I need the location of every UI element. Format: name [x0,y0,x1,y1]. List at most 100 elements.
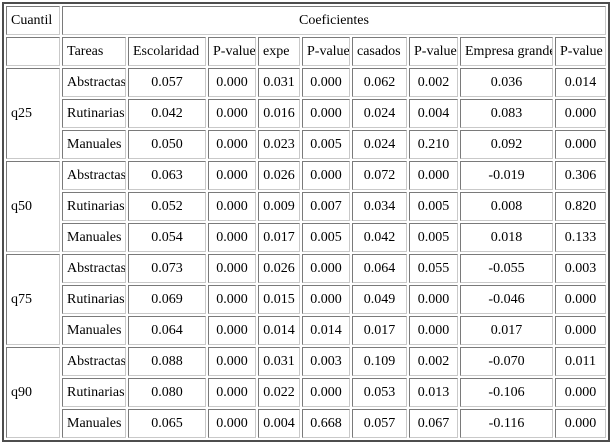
value-cell: 0.668 [302,409,350,438]
value-cell: 0.069 [128,285,206,314]
table-row: q75 Abstractas 0.073 0.000 0.026 0.000 0.064 0.… [6,254,606,345]
value-cell: 0.057 [352,409,407,438]
value-cell: 0.000 [555,130,606,159]
value-cell: 0.023 [258,130,300,159]
value-cell: 0.000 [555,99,606,128]
value-cell: 0.000 [208,161,256,190]
value-cell: 0.007 [302,192,350,221]
value-cell: 0.042 [352,223,407,252]
value-cell: 0.109 [352,347,407,376]
value-cell: 0.017 [352,316,407,345]
task-label: Rutinarias [62,192,126,221]
column-header-escolaridad: Escolaridad [128,37,206,66]
value-cell: 0.000 [208,347,256,376]
blank-header-cell [6,37,60,66]
table-row: Manuales 0.054 0.000 0.017 0.005 0.042 0.005 0.… [6,223,606,252]
column-header-pvalue-1: P-value [208,37,256,66]
value-cell: 0.820 [555,192,606,221]
value-cell: 0.055 [409,254,458,283]
value-cell: 0.065 [128,409,206,438]
value-cell: 0.026 [258,161,300,190]
table-row: Manuales 0.065 0.000 0.004 0.668 0.057 0.067 -0… [6,409,606,438]
value-cell: 0.005 [302,223,350,252]
task-label: Abstractas [62,161,126,190]
value-cell: 0.000 [302,68,350,97]
value-cell: 0.000 [555,409,606,438]
value-cell: 0.002 [409,68,458,97]
value-cell: 0.000 [208,316,256,345]
table-row: q50 Abstractas 0.063 0.000 0.026 0.000 0.072 0.… [6,161,606,252]
value-cell: 0.073 [128,254,206,283]
table-row: q25 Abstractas 0.057 0.000 0.031 0.000 0.062 0.… [6,68,606,159]
column-header-pvalue-2: P-value [302,37,350,66]
value-cell: 0.009 [258,192,300,221]
table-row: Manuales 0.050 0.000 0.023 0.005 0.024 0.210 0.… [6,130,606,159]
value-cell: 0.000 [302,161,350,190]
table-row: Rutinarias 0.052 0.000 0.009 0.007 0.034 0.005… [6,192,606,221]
value-cell: 0.050 [128,130,206,159]
task-label: Manuales [62,223,126,252]
value-cell: 0.000 [409,161,458,190]
value-cell: 0.017 [258,223,300,252]
value-cell: 0.016 [258,99,300,128]
value-cell: 0.004 [409,99,458,128]
value-cell: 0.133 [555,223,606,252]
value-cell: 0.062 [352,68,407,97]
value-cell: 0.000 [302,254,350,283]
header-row-2: Tareas Escolaridad P-value expe P-value … [6,37,606,66]
task-label: Rutinarias [62,378,126,407]
value-cell: 0.002 [409,347,458,376]
column-header-casados: casados [352,37,407,66]
value-cell: 0.000 [208,254,256,283]
table-row: Rutinarias 0.042 0.000 0.016 0.000 0.024 0.004… [6,99,606,128]
table-row: q90 Abstractas 0.088 0.000 0.031 0.003 0.109 0.… [6,347,606,438]
value-cell: 0.064 [352,254,407,283]
value-cell: 0.000 [555,285,606,314]
value-cell: 0.054 [128,223,206,252]
value-cell: 0.003 [302,347,350,376]
value-cell: 0.000 [208,223,256,252]
value-cell: 0.000 [208,192,256,221]
quantile-label-4: q90 [6,347,60,438]
value-cell: 0.000 [409,316,458,345]
value-cell: 0.005 [409,223,458,252]
value-cell: 0.034 [352,192,407,221]
value-cell: 0.005 [302,130,350,159]
quantile-label-3: q75 [6,254,60,345]
table-row: Rutinarias 0.080 0.000 0.022 0.000 0.053 0.013… [6,378,606,407]
column-header-pvalue-4: P-value [555,37,606,66]
value-cell: 0.018 [460,223,553,252]
column-header-pvalue-3: P-value [409,37,458,66]
value-cell: -0.116 [460,409,553,438]
value-cell: 0.011 [555,347,606,376]
value-cell: 0.088 [128,347,206,376]
task-label: Manuales [62,130,126,159]
value-cell: 0.000 [302,378,350,407]
value-cell: 0.083 [460,99,553,128]
quantile-label-2: q50 [6,161,60,252]
value-cell: 0.013 [409,378,458,407]
task-label: Manuales [62,316,126,345]
value-cell: 0.000 [302,99,350,128]
value-cell: 0.017 [460,316,553,345]
value-cell: 0.000 [302,285,350,314]
header-row-1: Cuantil Coeficientes [6,6,606,35]
value-cell: 0.306 [555,161,606,190]
value-cell: 0.053 [352,378,407,407]
value-cell: -0.019 [460,161,553,190]
value-cell: 0.000 [208,378,256,407]
value-cell: 0.022 [258,378,300,407]
value-cell: 0.000 [555,316,606,345]
value-cell: 0.067 [409,409,458,438]
value-cell: 0.008 [460,192,553,221]
task-label: Rutinarias [62,285,126,314]
value-cell: 0.057 [128,68,206,97]
task-label: Manuales [62,409,126,438]
value-cell: 0.210 [409,130,458,159]
value-cell: 0.003 [555,254,606,283]
column-header-expe: expe [258,37,300,66]
table-row: Rutinarias 0.069 0.000 0.015 0.000 0.049 0.000… [6,285,606,314]
value-cell: 0.005 [409,192,458,221]
